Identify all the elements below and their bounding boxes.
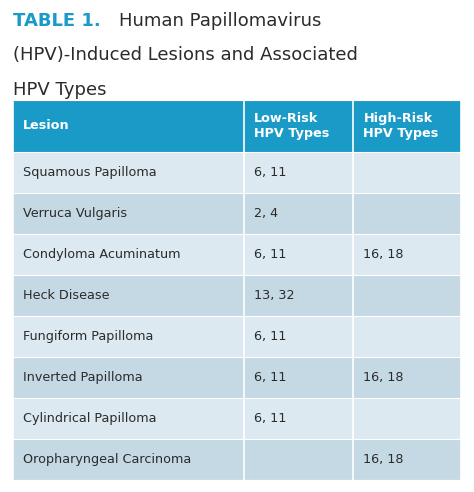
Text: Verruca Vulgaris: Verruca Vulgaris <box>23 207 127 220</box>
Text: 6, 11: 6, 11 <box>254 166 286 179</box>
Text: Fungiform Papilloma: Fungiform Papilloma <box>23 330 154 343</box>
Text: 13, 32: 13, 32 <box>254 289 294 302</box>
Text: 6, 11: 6, 11 <box>254 248 286 261</box>
Text: HPV Types: HPV Types <box>13 81 107 99</box>
Text: 6, 11: 6, 11 <box>254 412 286 425</box>
Bar <box>13 316 461 357</box>
Text: 16, 18: 16, 18 <box>364 248 404 261</box>
Text: 6, 11: 6, 11 <box>254 371 286 384</box>
Text: 2, 4: 2, 4 <box>254 207 278 220</box>
Bar <box>13 439 461 480</box>
Text: Lesion: Lesion <box>23 120 70 132</box>
Text: Low-Risk
HPV Types: Low-Risk HPV Types <box>254 112 329 140</box>
Text: (HPV)-Induced Lesions and Associated: (HPV)-Induced Lesions and Associated <box>13 47 358 64</box>
Text: 6, 11: 6, 11 <box>254 330 286 343</box>
Text: 16, 18: 16, 18 <box>364 453 404 466</box>
Text: Cylindrical Papilloma: Cylindrical Papilloma <box>23 412 156 425</box>
Text: Inverted Papilloma: Inverted Papilloma <box>23 371 143 384</box>
Bar <box>13 398 461 439</box>
Text: 16, 18: 16, 18 <box>364 371 404 384</box>
Bar <box>13 357 461 398</box>
Text: Squamous Papilloma: Squamous Papilloma <box>23 166 156 179</box>
Bar <box>13 152 461 193</box>
Bar <box>13 275 461 316</box>
Text: TABLE 1.: TABLE 1. <box>13 12 101 30</box>
Bar <box>13 193 461 234</box>
Bar <box>13 100 461 152</box>
Text: High-Risk
HPV Types: High-Risk HPV Types <box>364 112 439 140</box>
Text: Heck Disease: Heck Disease <box>23 289 109 302</box>
Bar <box>13 234 461 275</box>
Text: Condyloma Acuminatum: Condyloma Acuminatum <box>23 248 181 261</box>
Text: Oropharyngeal Carcinoma: Oropharyngeal Carcinoma <box>23 453 191 466</box>
Text: Human Papillomavirus: Human Papillomavirus <box>119 12 321 30</box>
